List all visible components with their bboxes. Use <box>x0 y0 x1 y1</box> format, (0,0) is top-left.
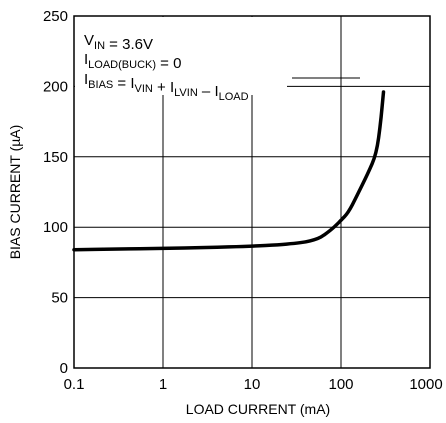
y-tick-label: 200 <box>43 78 68 95</box>
x-tick-label: 1 <box>159 376 167 393</box>
annotation-background <box>75 17 287 95</box>
x-tick-label: 0.1 <box>64 376 85 393</box>
y-tick-label: 150 <box>43 149 68 166</box>
annotation-line-2: ILOAD(BUCK) = 0 <box>84 51 181 72</box>
annotation-line-1: VIN = 3.6V <box>84 32 153 53</box>
y-tick-label: 0 <box>60 360 68 377</box>
y-tick-label: 100 <box>43 219 68 236</box>
x-tick-label: 1000 <box>409 376 442 393</box>
x-axis-label: LOAD CURRENT (mA) <box>186 401 330 417</box>
y-tick-label: 50 <box>51 290 68 307</box>
series-line-bias-current <box>72 90 386 252</box>
tick-labels: 0.1 1 10 100 1000 0 50 100 150 200 250 <box>43 8 443 393</box>
x-tick-label: 10 <box>244 376 261 393</box>
x-tick-label: 100 <box>328 376 353 393</box>
plot-frame <box>73 15 431 369</box>
annotation-line-3: IBIAS = IVIN + ILVIN – ILOAD <box>84 71 249 103</box>
y-axis-label: BIAS CURRENT (µA) <box>7 125 23 260</box>
y-tick-label: 250 <box>43 8 68 25</box>
